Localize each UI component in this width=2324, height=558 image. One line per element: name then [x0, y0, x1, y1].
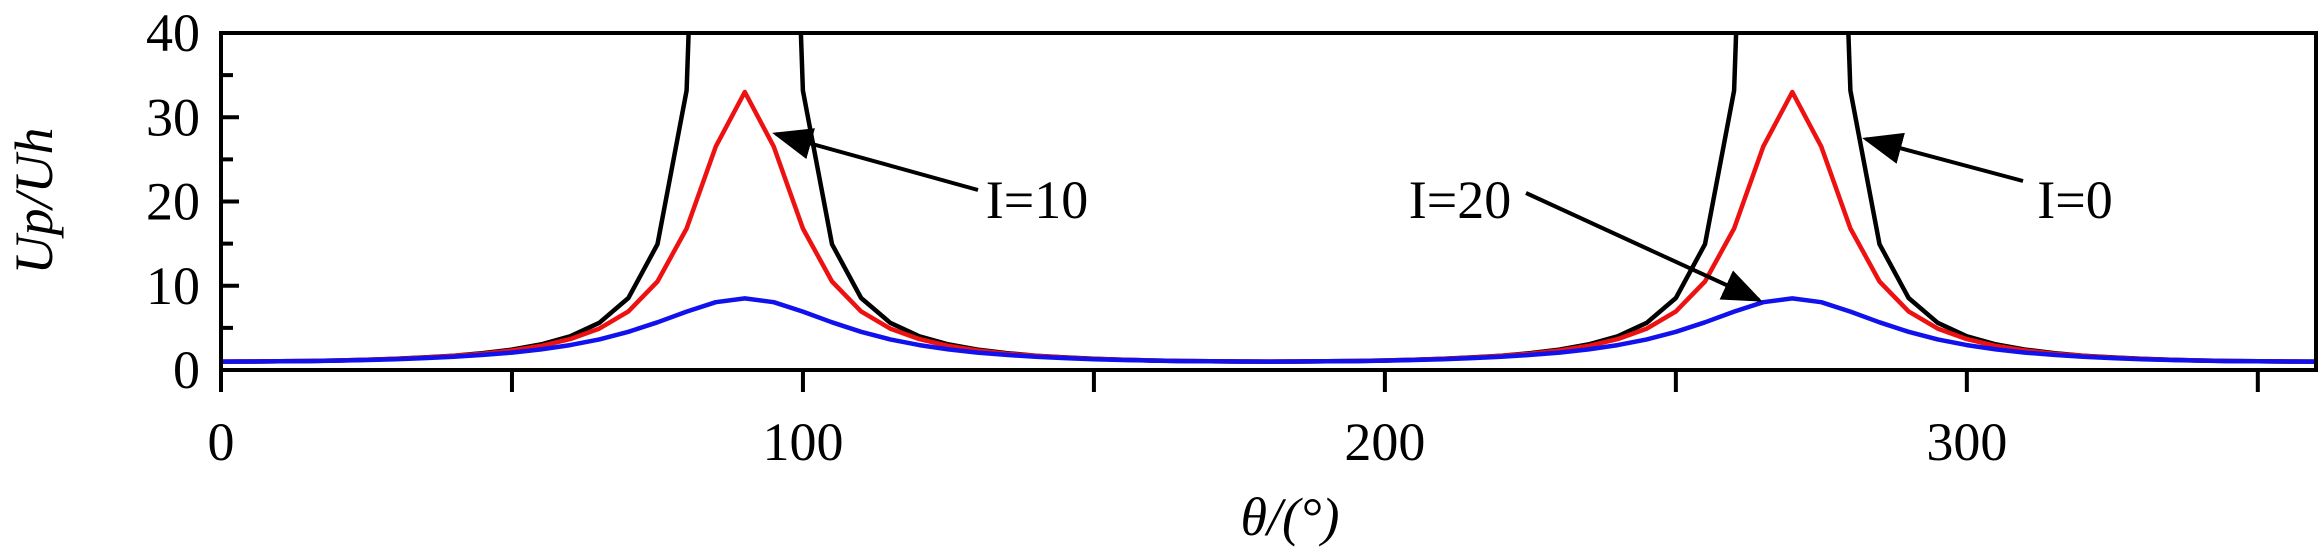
y-tick-label: 30	[146, 87, 200, 147]
annotation-arrow	[1862, 132, 2024, 183]
annotation: I=0	[2037, 170, 2112, 230]
annotation-arrow	[1525, 191, 1763, 302]
x-tick-label: 300	[1926, 412, 2007, 472]
y-tick-label: 10	[146, 256, 200, 316]
y-tick-label: 20	[146, 172, 200, 232]
series-line	[221, 89, 2316, 364]
x-tick-label: 0	[208, 412, 235, 472]
x-tick-label: 200	[1344, 412, 1425, 472]
annotation: I=20	[1409, 170, 1511, 230]
y-axis-label: Up/Uh	[4, 128, 64, 275]
series-line	[221, 296, 2316, 364]
annotation: I=10	[986, 170, 1088, 230]
y-tick-label: 0	[173, 340, 200, 400]
series-line	[221, 33, 2316, 364]
plot-frame	[219, 31, 2318, 372]
x-axis-label: θ/(°)	[1240, 487, 1339, 547]
plot-area	[221, 33, 2316, 364]
annotation-arrow	[772, 128, 979, 192]
y-tick-label: 40	[146, 3, 200, 63]
x-tick-label: 100	[762, 412, 843, 472]
